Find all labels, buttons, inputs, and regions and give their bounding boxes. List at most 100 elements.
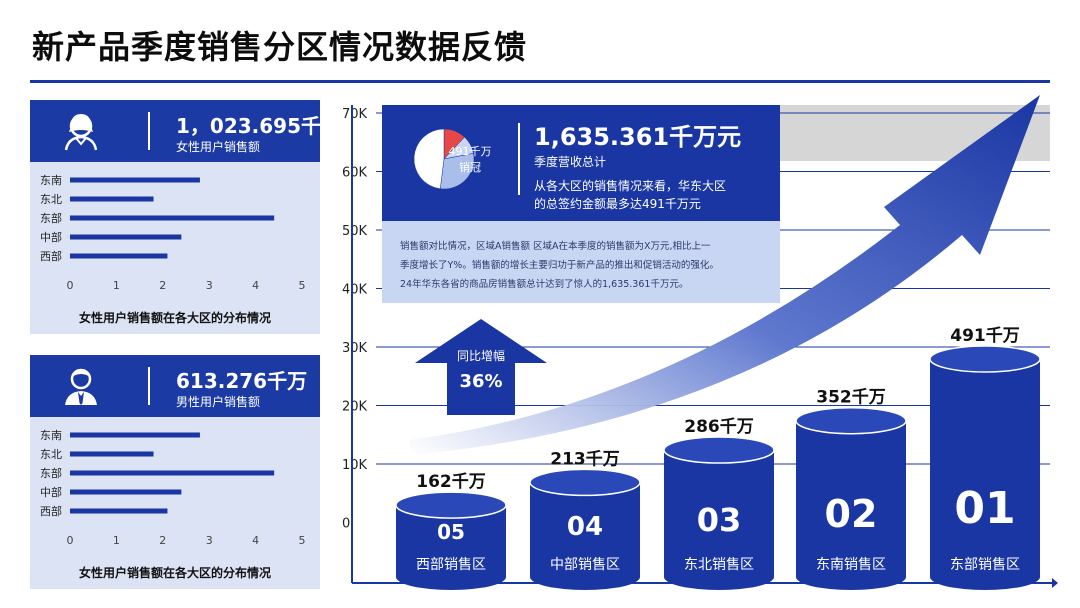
female-subtitle: 女性用户销售额 (176, 140, 261, 154)
cylinder-top (663, 436, 775, 464)
x-tick-label: 1 (113, 279, 120, 292)
pie-label-value: 491千万 (449, 145, 492, 158)
region-label: 中部销售区 (550, 557, 620, 573)
cylinder-body (930, 358, 1040, 577)
bar (70, 196, 154, 202)
regional-cylinder-chart: 70K 60K 50K 40K 30K 20K 10K 0 05 西部销售区 162千万 04 中部销售… (342, 95, 1058, 590)
x-tick-label: 4 (252, 279, 259, 292)
kpi-divider (518, 123, 520, 195)
category-label: 东南 (40, 174, 62, 187)
y-tick-label: 40K (342, 283, 368, 298)
category-label: 东北 (40, 193, 62, 206)
cylinder-bar: 02 东南销售区 352千万 (795, 388, 907, 590)
x-tick-label: 2 (159, 279, 166, 292)
male-amount: 613.276千万 (176, 369, 308, 393)
cylinder-bar: 01 东部销售区 491千万 (929, 326, 1041, 590)
bar (70, 234, 182, 240)
bar (70, 215, 275, 221)
page-title: 新产品季度销售分区情况数据反馈 (32, 28, 528, 66)
yoy-badge: 同比增幅 36% (415, 319, 547, 419)
kpi-card: 491千万销冠 1,635.361千万元 季度营收总计 从各大区的销售情况来看，… (382, 105, 780, 221)
category-label: 东北 (40, 448, 62, 461)
pie-slice (413, 128, 445, 190)
cylinder-body (796, 420, 906, 577)
x-tick-label: 4 (252, 534, 259, 547)
x-tick-label: 5 (299, 534, 306, 547)
kpi-total: 1,635.361千万元 (534, 123, 742, 151)
category-label: 东部 (40, 211, 62, 225)
value-label: 286千万 (684, 417, 754, 437)
x-tick-label: 1 (113, 534, 120, 547)
cylinder-top (929, 345, 1041, 373)
category-label: 西部 (40, 504, 62, 518)
female-header: 1，023.695千万 女性用户销售额 (30, 100, 341, 162)
category-label: 东部 (40, 466, 62, 480)
category-label: 中部 (40, 485, 62, 499)
pie-label-title: 销冠 (459, 160, 481, 174)
note-box: 销售额对比情况，区域A销售额 区域A在本季度的销售额为X万元,相比上一 季度增长… (382, 221, 780, 303)
value-label: 162千万 (416, 472, 486, 492)
note-line1: 销售额对比情况，区域A销售额 区域A在本季度的销售额为X万元,相比上一 (400, 241, 711, 252)
regional-sales-area: 70K 60K 50K 40K 30K 20K 10K 0 05 西部销售区 162千万 04 中部销售… (340, 95, 1060, 595)
x-tick-label: 3 (206, 279, 213, 292)
cylinder-bottom (530, 564, 640, 590)
value-label: 352千万 (816, 388, 886, 408)
male-header: 613.276千万 男性用户销售额 (30, 355, 320, 417)
region-label: 东南销售区 (816, 557, 886, 573)
yoy-value: 36% (459, 371, 503, 392)
male-subtitle: 男性用户销售额 (176, 395, 261, 409)
cylinder-top (529, 468, 641, 497)
y-tick-label: 10K (342, 458, 368, 473)
cylinder-bar: 03 东北销售区 286千万 (663, 417, 775, 590)
note-line3: 24年华东各省的商品房销售额总计达到了惊人的1,635.361千万元。 (400, 279, 689, 290)
category-label: 中部 (40, 230, 62, 244)
male-user-icon (65, 368, 97, 405)
y-tick-label: 70K (342, 107, 368, 122)
rank-label: 02 (825, 492, 878, 536)
x-tick-label: 0 (67, 279, 74, 292)
y-tick-label: 20K (342, 400, 368, 415)
cylinder-bottom (796, 564, 906, 590)
kpi-desc-line1: 从各大区的销售情况来看，华东大区 (534, 179, 727, 193)
note-line2: 季度增长了Y%。销售额的增长主要归功于新产品的推出和促销活动的强化。 (400, 260, 719, 271)
cylinder-body (664, 450, 774, 577)
x-axis-arrowhead (1052, 578, 1058, 588)
cylinder-top (395, 491, 507, 519)
cylinder-bottom (930, 564, 1040, 590)
up-arrow-icon (415, 319, 547, 415)
x-tick-label: 3 (206, 534, 213, 547)
y-tick-label: 60K (342, 166, 368, 181)
rank-label: 05 (437, 520, 465, 544)
y-tick-label: 30K (342, 341, 368, 356)
rank-label: 04 (567, 512, 603, 542)
header-divider (148, 367, 150, 405)
bar (70, 508, 168, 514)
female-amount: 1，023.695千万 (176, 114, 342, 138)
bar (70, 253, 168, 259)
value-label: 491千万 (950, 326, 1020, 346)
cylinder-bottom (664, 564, 774, 590)
cylinder-top (795, 406, 907, 435)
bar (70, 470, 275, 476)
pie-slice (439, 153, 475, 190)
region-label: 东北销售区 (684, 557, 754, 573)
category-label: 西部 (40, 249, 62, 263)
kpi-label: 季度营收总计 (534, 155, 607, 169)
female-chart-caption: 女性用户销售额在各大区的分布情况 (78, 311, 271, 325)
female-chart-body: 东南 东北 东部 中部 西部 0 1 2 3 4 5 女性用户销售额在各大区的分布情况 (30, 162, 320, 334)
bar (70, 177, 200, 183)
bar (70, 489, 182, 495)
x-tick-label: 0 (67, 534, 74, 547)
y-tick-label: 0 (342, 517, 350, 532)
cylinder-bar: 04 中部销售区 213千万 (529, 449, 641, 590)
male-chart-caption: 女性用户销售额在各大区的分布情况 (78, 566, 271, 580)
region-label: 东部销售区 (950, 557, 1020, 573)
value-label: 213千万 (550, 449, 620, 469)
female-sales-panel: 1，023.695千万 女性用户销售额 东南 东北 东部 中部 西部 0 1 2 3 4 5 女性用… (30, 100, 341, 336)
male-chart-body: 东南 东北 东部 中部 西部 0 1 2 3 4 5 女性用户销售额在各大区的分布情况 (30, 417, 320, 589)
rank-label: 03 (697, 501, 742, 539)
title-rule (30, 80, 1050, 83)
cylinder-body (530, 482, 640, 577)
